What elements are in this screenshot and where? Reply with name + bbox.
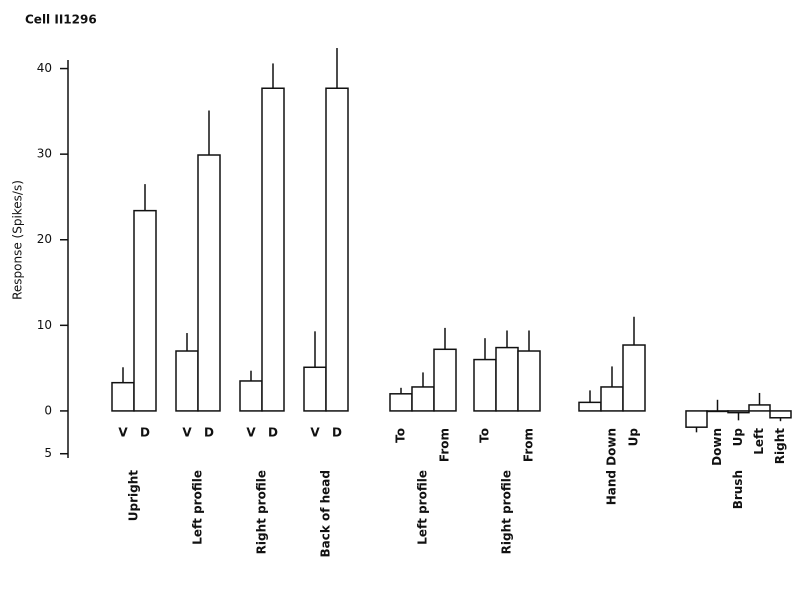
y-tick-label: 30 [37,147,52,161]
y-tick-label: 10 [37,318,52,332]
bar-label: D [332,426,342,440]
group-label: Left profile [191,470,205,545]
group-label: Upright [127,470,141,521]
bar-label: From [522,428,536,462]
bar [706,410,729,413]
bar [389,393,413,412]
bar [600,386,624,412]
bar [622,344,646,412]
bar [473,358,497,412]
bar [111,381,135,412]
bar-label: V [246,426,256,440]
y-tick-label: 40 [37,61,52,75]
chart-title: Cell II1296 [25,13,97,27]
bar-label: D [204,426,214,440]
bar [495,346,519,412]
group-label: Brush [731,470,745,509]
bar [197,154,221,412]
y-tick-label: 20 [37,232,52,246]
bar-label: V [118,426,128,440]
bar-label: V [310,426,320,440]
bar [325,87,349,412]
y-axis-label: Response (Spikes/s) [11,180,25,300]
bar [433,348,457,412]
bar-label: D [268,426,278,440]
bar-label: Right [773,428,787,464]
y-tick-label: 0 [44,403,52,417]
bar [303,366,327,412]
bar [133,209,157,412]
bar-label: From [438,428,452,462]
group-label: Right profile [500,470,514,554]
bar-label: Up [731,428,745,447]
group-label: Back of head [319,470,333,558]
bar [517,350,541,412]
bar [578,401,602,412]
bar-label: V [182,426,192,440]
bar-label: D [140,426,150,440]
group-label: Right profile [255,470,269,554]
bar-label: Left [752,428,766,455]
bar [411,386,435,412]
bar [685,410,708,428]
bar [727,410,750,414]
bar-label: Down [605,428,619,466]
bar-label: To [394,428,408,443]
bar-label: Up [627,428,641,447]
bar-label: Down [710,428,724,466]
group-label: Left profile [416,470,430,545]
y-tick-label: 5 [44,446,52,460]
bar [769,410,792,419]
bar-label: To [478,428,492,443]
bar [175,350,199,412]
group-label: Hand [605,470,619,505]
bar [261,87,285,412]
bar [748,404,771,412]
bar [239,380,263,412]
